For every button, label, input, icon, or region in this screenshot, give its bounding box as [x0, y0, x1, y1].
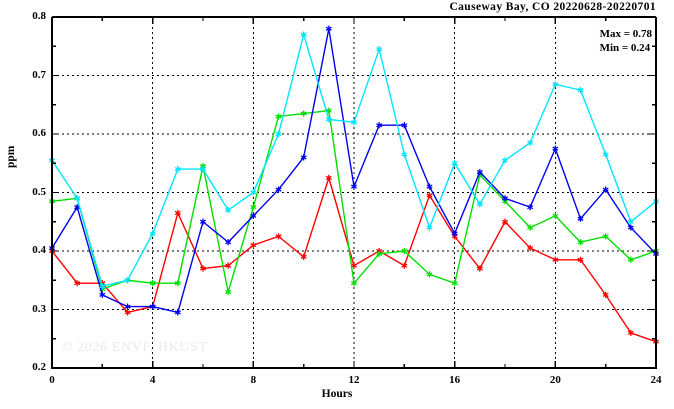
y-tick-label: 0.6	[32, 127, 46, 139]
x-axis-label: Hours	[321, 388, 353, 400]
min-annotation-label: Min = 0.24	[599, 42, 651, 54]
series-markers-series-blue	[48, 25, 660, 316]
series-line-series-blue	[51, 28, 657, 314]
x-tick-label: 20	[549, 374, 561, 386]
x-tick-label: 16	[449, 374, 461, 386]
y-axis-label: ppm	[5, 145, 17, 168]
x-tick-label: 24	[650, 374, 662, 386]
y-tick-label: 0.4	[32, 244, 46, 256]
y-tick-label: 0.2	[32, 361, 46, 373]
y-tick-label: 0.3	[32, 302, 46, 315]
x-tick-label: 4	[149, 374, 156, 386]
minmax-annotation: Max = 0.78 Min = 0.24	[600, 27, 652, 55]
x-tick-label: 12	[348, 374, 360, 386]
chart-title: Causeway Bay, CO 20220628-20220701	[449, 1, 656, 13]
y-tick-label: 0.5	[32, 185, 46, 198]
y-tick-label: 0.8	[32, 10, 46, 22]
x-tick-label: 0	[49, 374, 55, 386]
max-annotation-label: Max = 0.78	[599, 28, 652, 40]
y-tick-label: 0.7	[32, 68, 46, 81]
x-tick-label: 8	[250, 374, 257, 386]
